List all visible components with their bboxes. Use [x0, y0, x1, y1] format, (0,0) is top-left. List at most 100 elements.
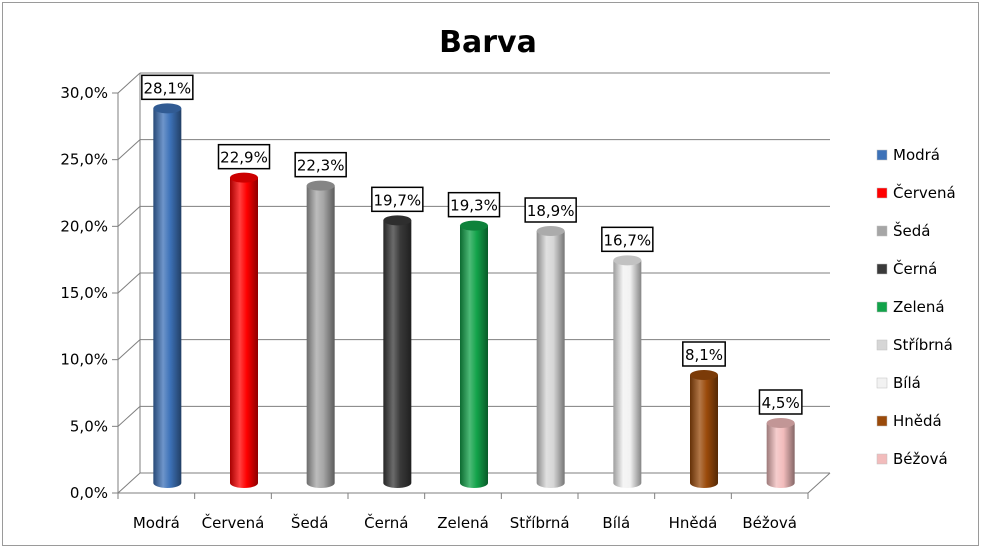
- y-tick-label: 25,0%: [60, 151, 108, 169]
- bars: [153, 103, 795, 489]
- data-label: 18,9%: [524, 197, 577, 223]
- legend-label: Černá: [893, 259, 937, 278]
- legend-swatch: [876, 301, 888, 313]
- bar-body: [536, 231, 565, 488]
- bar: [536, 226, 565, 488]
- bar: [766, 418, 795, 488]
- x-tick-label: Červená: [202, 513, 265, 532]
- data-label-text: 19,3%: [450, 197, 498, 215]
- bar-body: [383, 220, 412, 489]
- bar: [690, 370, 718, 488]
- legend-swatch: [876, 377, 888, 389]
- legend: Modrá Červená Šedá Černá Zelená Stříbrná Bílá H…: [876, 146, 956, 468]
- x-tick-label: Modrá: [133, 514, 180, 532]
- gridline-diagonal: [117, 72, 141, 94]
- gridline-diagonal: [117, 405, 141, 427]
- legend-swatch: [876, 453, 888, 465]
- legend-item: Černá: [876, 259, 937, 278]
- data-label-box: [294, 151, 347, 178]
- x-tick-label: Béžová: [742, 514, 797, 532]
- legend-item: Modrá: [876, 146, 940, 164]
- legend-label: Hnědá: [893, 412, 942, 430]
- legend-swatch: [876, 187, 888, 199]
- y-tick-label: 15,0%: [60, 284, 108, 302]
- bar-body: [766, 423, 795, 488]
- data-label-box: [524, 197, 577, 223]
- legend-swatch: [876, 415, 888, 427]
- bar-body: [460, 225, 488, 488]
- bar-body: [613, 260, 642, 488]
- bar: [460, 220, 488, 488]
- x-tick-label: Stříbrná: [510, 514, 570, 532]
- legend-label: Bílá: [893, 374, 921, 392]
- bar: [230, 172, 258, 488]
- data-label: 8,1%: [682, 341, 726, 367]
- y-tick-label: 30,0%: [60, 84, 108, 102]
- data-label-text: 22,9%: [220, 149, 268, 167]
- legend-item: Červená: [876, 183, 956, 202]
- legend-swatch: [876, 225, 888, 237]
- y-axis-ticks: 0,0% 5,0% 10,0% 15,0% 20,0% 25,0% 30,0%: [60, 84, 108, 502]
- bar: [153, 103, 182, 488]
- legend-label: Stříbrná: [893, 336, 953, 354]
- gridline-diagonal: [117, 339, 141, 361]
- bar: [613, 255, 642, 488]
- bar-top: [153, 103, 182, 114]
- x-tick-label: Černá: [364, 513, 408, 532]
- x-tick-label: Hnědá: [669, 514, 718, 532]
- chart-title: Barva: [439, 25, 537, 60]
- gridline-diagonal: [117, 272, 141, 294]
- data-label-box: [601, 226, 654, 253]
- bar-top: [383, 215, 412, 226]
- legend-label: Zelená: [893, 298, 945, 316]
- bar-top: [536, 226, 565, 236]
- x-tick-label: Zelená: [437, 514, 489, 532]
- axes: [112, 73, 831, 499]
- data-label-box: [447, 191, 501, 218]
- bar-top: [306, 180, 335, 191]
- data-labels: 28,1% 22,9% 22,3% 19,7% 19,3% 18,9% 16,7% 8,1% 4…: [141, 74, 803, 415]
- bar-body: [306, 185, 335, 488]
- y-tick-label: 10,0%: [60, 351, 108, 369]
- y-tick-label: 20,0%: [60, 217, 108, 235]
- gridline-diagonal: [117, 205, 141, 227]
- data-label-text: 8,1%: [685, 346, 723, 364]
- legend-item: Šedá: [876, 221, 930, 240]
- gridline-diagonal: [117, 472, 141, 494]
- data-label-text: 18,9%: [527, 202, 575, 220]
- y-tick-label: 5,0%: [70, 417, 108, 435]
- data-label: 22,9%: [217, 143, 271, 170]
- data-label-box: [758, 389, 803, 415]
- legend-item: Bílá: [876, 374, 921, 392]
- x-axis-categories: Modrá Červená Šedá Černá Zelená Stříbrná Bílá H…: [133, 513, 797, 532]
- bar: [306, 180, 335, 488]
- legend-swatch: [876, 339, 888, 351]
- data-label-text: 4,5%: [762, 394, 800, 412]
- data-label: 16,7%: [601, 226, 654, 253]
- data-label-text: 16,7%: [604, 231, 652, 249]
- data-label-text: 28,1%: [144, 79, 192, 97]
- data-label: 28,1%: [141, 74, 194, 101]
- bar: [383, 215, 412, 489]
- floor-right-edge: [807, 472, 831, 494]
- data-label: 4,5%: [758, 389, 803, 415]
- bar-body: [230, 177, 258, 488]
- data-label: 22,3%: [294, 151, 347, 178]
- legend-item: Béžová: [876, 450, 948, 468]
- bar-top: [690, 370, 718, 380]
- legend-item: Zelená: [876, 298, 945, 316]
- data-label-box: [141, 74, 194, 101]
- data-label-text: 22,3%: [297, 157, 345, 175]
- gridline-diagonal: [117, 139, 141, 161]
- bar-top: [766, 418, 795, 428]
- legend-item: Hnědá: [876, 412, 942, 430]
- data-label: 19,7%: [371, 186, 424, 213]
- legend-swatch: [876, 263, 888, 275]
- bar-body: [153, 108, 182, 488]
- data-label: 19,3%: [447, 191, 501, 218]
- bar-top: [460, 220, 488, 231]
- data-label-box: [682, 341, 726, 367]
- bar-body: [690, 375, 718, 488]
- bar-top: [230, 172, 258, 183]
